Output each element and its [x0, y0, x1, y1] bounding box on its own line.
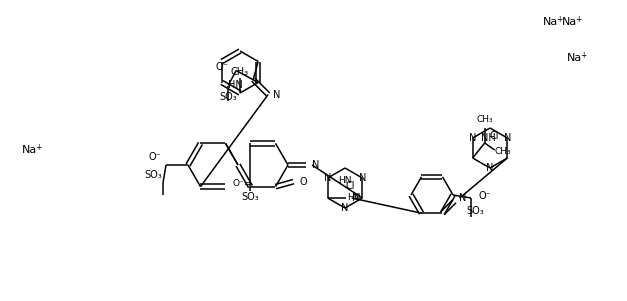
- Text: N: N: [503, 133, 511, 143]
- Text: CH₃: CH₃: [477, 116, 493, 125]
- Text: +: +: [556, 14, 562, 23]
- Text: NH: NH: [481, 133, 495, 143]
- Text: SO₃: SO₃: [466, 206, 484, 216]
- Text: +: +: [575, 14, 581, 23]
- Text: N: N: [359, 173, 366, 183]
- Text: N: N: [487, 163, 493, 173]
- Text: N: N: [324, 173, 331, 183]
- Text: CH₃: CH₃: [494, 147, 511, 156]
- Text: HN: HN: [228, 79, 243, 89]
- Text: O⁻: O⁻: [479, 191, 492, 201]
- Text: O⁻: O⁻: [148, 152, 161, 162]
- Text: SO₃: SO₃: [144, 170, 162, 180]
- Text: SO₃: SO₃: [241, 192, 260, 202]
- Text: Cl: Cl: [490, 131, 499, 141]
- Text: N: N: [312, 160, 319, 170]
- Text: Na: Na: [543, 17, 558, 27]
- Text: +: +: [35, 142, 41, 151]
- Text: +: +: [580, 51, 586, 60]
- Text: N: N: [273, 89, 280, 100]
- Text: HN: HN: [338, 176, 352, 185]
- Text: O⁻: O⁻: [216, 63, 228, 73]
- Text: CH₃: CH₃: [231, 67, 249, 77]
- Text: O: O: [300, 177, 307, 187]
- Text: Na: Na: [567, 53, 582, 63]
- Text: Na: Na: [22, 145, 37, 155]
- Text: SO₃: SO₃: [219, 92, 237, 101]
- Text: N: N: [352, 193, 359, 203]
- Text: N: N: [469, 133, 477, 143]
- Text: Na: Na: [562, 17, 577, 27]
- Text: O⁻=: O⁻=: [233, 179, 252, 188]
- Text: N: N: [460, 193, 467, 203]
- Text: Cl: Cl: [345, 181, 355, 191]
- Text: N: N: [341, 203, 349, 213]
- Text: HN: HN: [347, 194, 361, 203]
